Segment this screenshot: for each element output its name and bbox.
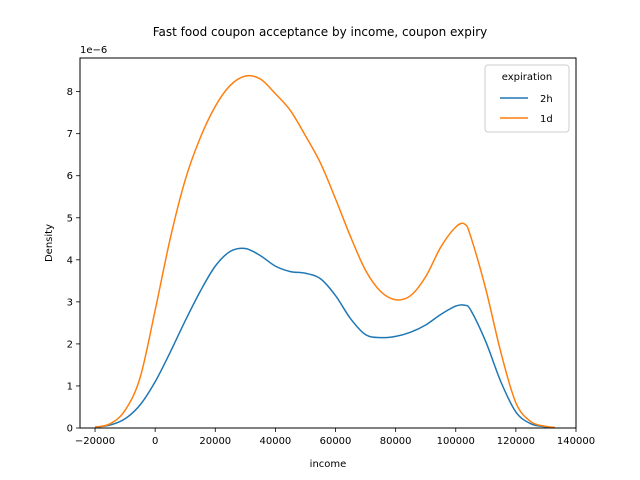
x-tick-label: 100000 [437, 436, 475, 447]
y-tick-label: 6 [67, 171, 73, 182]
y-axis-label: Density [44, 224, 55, 262]
y-axis: 0 1 2 3 4 5 6 7 8 [67, 87, 80, 435]
x-tick-label: 20000 [199, 436, 231, 447]
series-line-1d [94, 74, 556, 429]
y-tick-label: 5 [67, 213, 73, 224]
legend-title: expiration [502, 72, 552, 83]
x-tick-label: 120000 [497, 436, 535, 447]
y-tick-label: 1 [67, 381, 73, 392]
legend-label-1d: 1d [540, 114, 553, 125]
y-tick-label: 8 [67, 87, 73, 98]
chart-title: Fast food coupon acceptance by income, c… [153, 25, 488, 39]
plot-area-frame [79, 57, 577, 429]
y-tick-label: 2 [67, 339, 73, 350]
x-tick-label: 80000 [380, 436, 412, 447]
x-tick-label: −20000 [75, 436, 115, 447]
x-tick-label: 0 [152, 436, 158, 447]
y-offset-text: 1e−6 [80, 45, 107, 56]
y-tick-label: 0 [67, 424, 73, 435]
legend-label-2h: 2h [540, 94, 553, 105]
x-tick-label: 140000 [557, 436, 595, 447]
x-axis: −20000 0 20000 40000 60000 80000 100000 120000 1… [75, 428, 595, 447]
y-tick-label: 7 [67, 129, 73, 140]
series-line-2h [94, 247, 556, 429]
x-tick-label: 40000 [259, 436, 291, 447]
x-tick-label: 60000 [320, 436, 352, 447]
x-axis-label: income [310, 459, 347, 470]
series-layer [94, 74, 556, 429]
y-tick-label: 4 [67, 255, 73, 266]
y-tick-label: 3 [67, 297, 73, 308]
legend: expiration 2h 1d [484, 64, 570, 133]
